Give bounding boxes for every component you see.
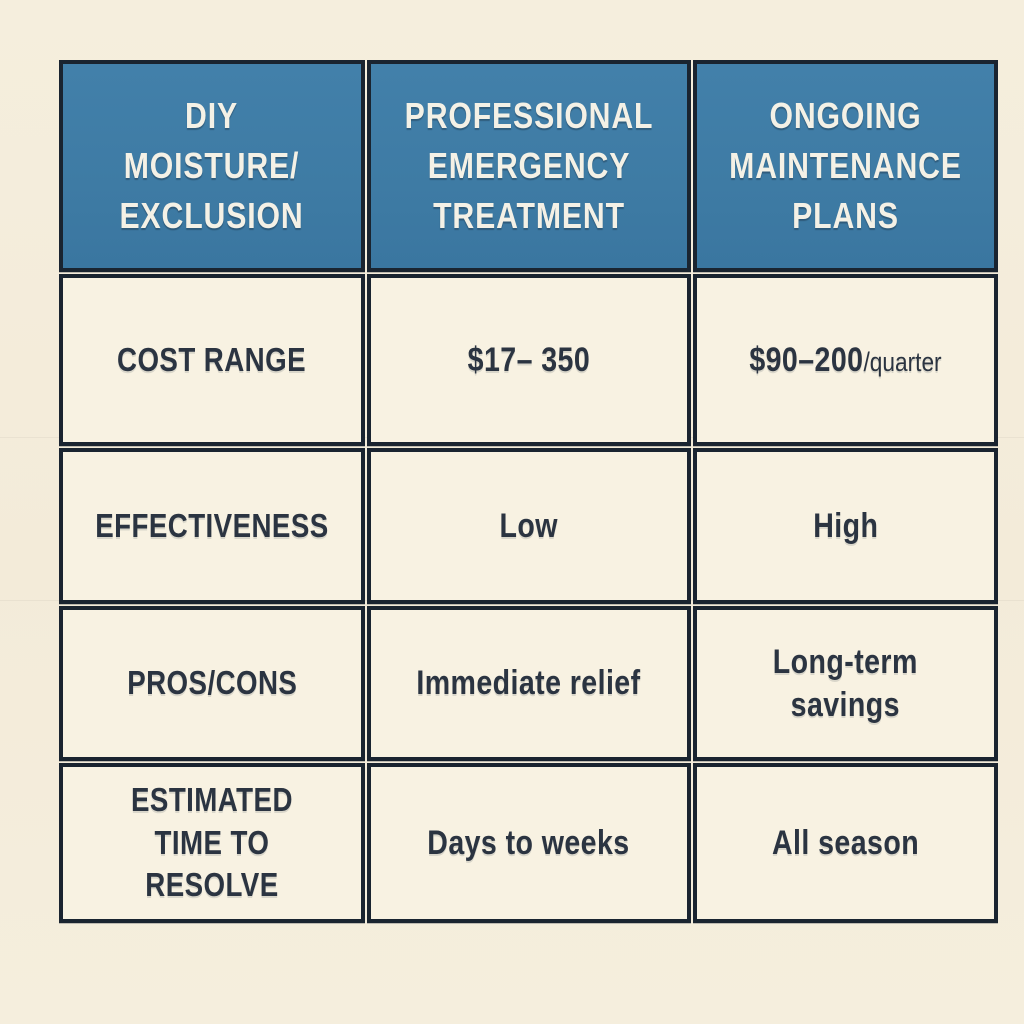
cell-value: Days to weeks: [428, 822, 630, 865]
value-cell-cost-maintenance: $90–200/quarter: [692, 274, 998, 446]
row-label: EFFECTIVENESS: [95, 506, 329, 544]
value-main: Long-term savings: [772, 643, 918, 724]
cell-value: All season: [772, 822, 919, 865]
header-cell-ongoing-maintenance-plans: ONGOING MAINTENANCE PLANS: [692, 60, 998, 272]
cell-value: $17– 350: [468, 339, 590, 382]
row-label: PROS/CONS: [126, 664, 298, 702]
row-label-cell-cost-range: COST RANGE: [59, 274, 365, 446]
header-cell-professional-emergency-treatment: PROFESSIONAL EMERGENCY TREATMENT: [366, 60, 691, 272]
value-main: Immediate relief: [416, 664, 641, 703]
header-label: DIY MOISTURE/ EXCLUSION: [119, 95, 304, 236]
value-cell-time-maintenance: All season: [692, 763, 998, 923]
row-label-cell-pros-cons: PROS/CONS: [59, 606, 365, 761]
value-main: Days to weeks: [427, 823, 631, 862]
row-label: ESTIMATED TIME TO RESOLVE: [130, 780, 293, 904]
value-cell-pros-professional: Immediate relief: [366, 606, 691, 761]
value-cell-effectiveness-maintenance: High: [692, 448, 998, 604]
comparison-table: DIY MOISTURE/ EXCLUSION PROFESSIONAL EME…: [59, 60, 998, 923]
row-label: COST RANGE: [117, 340, 307, 378]
value-suffix: /quarter: [863, 346, 942, 377]
value-main: All season: [771, 823, 919, 862]
value-cell-pros-maintenance: Long-term savings: [692, 606, 998, 761]
row-label-cell-estimated-time: ESTIMATED TIME TO RESOLVE: [59, 763, 365, 923]
cell-value: $90–200/quarter: [749, 339, 941, 382]
cell-value: Long-term savings: [773, 641, 918, 726]
header-cell-diy-moisture-exclusion: DIY MOISTURE/ EXCLUSION: [59, 60, 365, 272]
cell-value: High: [813, 505, 878, 548]
header-label: ONGOING MAINTENANCE PLANS: [729, 95, 962, 236]
row-label-cell-effectiveness: EFFECTIVENESS: [59, 448, 365, 604]
value-cell-effectiveness-professional: Low: [366, 448, 691, 604]
value-main: Low: [499, 506, 559, 545]
cell-value: Immediate relief: [417, 662, 641, 705]
value-cell-cost-professional: $17– 350: [366, 274, 691, 446]
value-main: $90–200: [749, 340, 864, 379]
value-main: High: [812, 506, 878, 545]
value-main: $17– 350: [467, 340, 591, 379]
header-label: PROFESSIONAL EMERGENCY TREATMENT: [404, 95, 654, 236]
cell-value: Low: [500, 505, 558, 548]
value-cell-time-professional: Days to weeks: [366, 763, 691, 923]
